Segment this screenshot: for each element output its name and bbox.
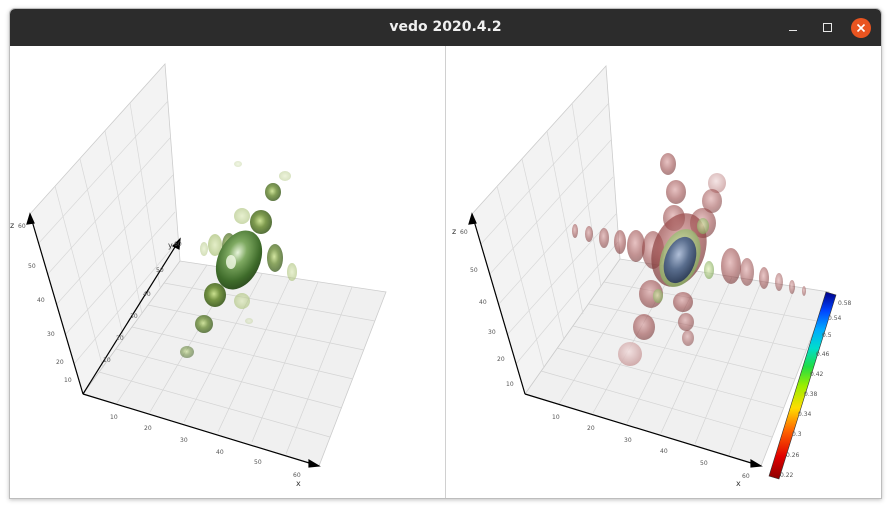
colorbar: 0.22 0.26 0.3 0.34 0.38 0.42 0.46 0.5 0.… — [768, 291, 852, 480]
left-x-title: x — [296, 479, 301, 488]
minimize-button[interactable] — [783, 18, 803, 38]
colorbar-label: 0.38 — [804, 391, 818, 398]
colorbar-label: 0.22 — [780, 472, 794, 479]
right-x-tick-30: 30 — [624, 437, 632, 444]
left-x-tick-10: 10 — [110, 414, 118, 421]
left-z-tick-20: 20 — [56, 359, 64, 366]
left-x-tick-60: 60 — [293, 472, 301, 479]
left-z-tick-30-a: 30 — [47, 331, 55, 338]
left-z-tick-40: 40 — [37, 297, 45, 304]
right-z-tick-40: 40 — [479, 299, 487, 306]
left-axis-labels: z 60 50 40 30 20 10 10 20 30 40 50 60 x … — [10, 221, 301, 488]
right-z-tick-60: 60 — [460, 229, 468, 236]
right-x-tick-10: 10 — [552, 414, 560, 421]
app-window: vedo 2020.4.2 — [9, 8, 882, 499]
colorbar-label: 0.54 — [828, 315, 842, 322]
right-x-title: x — [736, 479, 741, 488]
close-icon — [856, 23, 866, 33]
render-area: z 60 50 40 30 20 10 10 20 30 40 50 60 x … — [10, 46, 881, 498]
right-wall-plane — [471, 65, 621, 395]
left-3d-viewport[interactable]: z 60 50 40 30 20 10 10 20 30 40 50 60 x … — [10, 46, 445, 498]
left-y-title: y — [168, 241, 173, 250]
right-x-tick-40: 40 — [660, 448, 668, 455]
left-z-tick-10: 10 — [64, 377, 72, 384]
left-x-tick-30: 30 — [180, 437, 188, 444]
right-z-tick-50: 50 — [470, 267, 478, 274]
left-y-tick-60: 60 — [174, 241, 182, 248]
right-3d-viewport[interactable]: z 60 50 40 30 20 10 10 20 30 40 50 60 x — [446, 46, 881, 498]
right-z-tick-10: 10 — [506, 381, 514, 388]
right-lobes — [572, 153, 806, 366]
viewport-divider — [445, 46, 446, 498]
left-z-tick-50: 50 — [28, 263, 36, 270]
right-x-tick-20: 20 — [587, 425, 595, 432]
colorbar-label: 0.42 — [810, 371, 824, 378]
left-y-tick-20: 20 — [116, 335, 124, 342]
colorbar-label: 0.5 — [822, 332, 832, 339]
right-axes-lines — [468, 212, 763, 468]
left-floor-plane — [82, 260, 387, 467]
window-title: vedo 2020.4.2 — [389, 19, 502, 35]
left-y-tick-40: 40 — [143, 291, 151, 298]
colorbar-label: 0.46 — [816, 351, 830, 358]
left-wall-plane — [29, 63, 181, 395]
right-z-tick-20: 20 — [497, 356, 505, 363]
maximize-button[interactable] — [818, 18, 838, 38]
close-button[interactable] — [851, 18, 871, 38]
colorbar-label: 0.3 — [792, 431, 802, 438]
left-axes-lines — [26, 212, 321, 468]
right-x-tick-50: 50 — [700, 460, 708, 467]
left-y-tick-50: 50 — [156, 267, 164, 274]
right-x-tick-60: 60 — [742, 473, 750, 480]
left-x-tick-40: 40 — [216, 449, 224, 456]
right-axis-labels: z 60 50 40 30 20 10 10 20 30 40 50 60 x — [452, 227, 750, 488]
left-z-tick-60: 60 — [18, 223, 26, 230]
left-x-tick-50: 50 — [254, 459, 262, 466]
left-y-tick-30: 30 — [130, 313, 138, 320]
colorbar-label: 0.26 — [786, 452, 800, 459]
colorbar-label: 0.34 — [798, 411, 812, 418]
right-z-tick-30: 30 — [488, 329, 496, 336]
left-z-title: z — [10, 221, 14, 230]
left-x-tick-20: 20 — [144, 425, 152, 432]
left-y-tick-10: 10 — [103, 357, 111, 364]
right-z-title: z — [452, 227, 456, 236]
title-bar[interactable]: vedo 2020.4.2 — [10, 9, 881, 46]
left-isosurface — [180, 161, 297, 358]
colorbar-label: 0.58 — [838, 300, 852, 307]
